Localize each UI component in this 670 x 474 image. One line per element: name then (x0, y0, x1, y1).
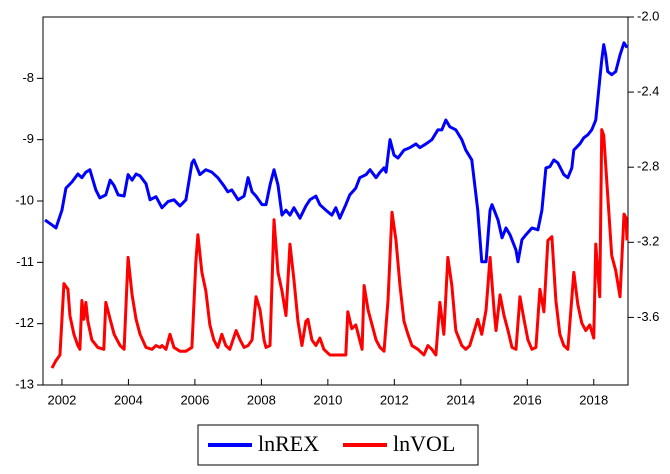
y2-tick-label: -3.2 (637, 234, 659, 249)
plot-frame (42, 16, 629, 386)
legend: lnREX lnVOL (197, 424, 479, 466)
y-tick-label: -11 (16, 254, 34, 269)
y-tick-label: -9 (22, 131, 34, 146)
y-tick-label: -13 (15, 376, 34, 391)
y2-tick-label: -2.4 (637, 84, 659, 99)
x-tick-label: 2016 (513, 392, 542, 407)
legend-label: lnVOL (393, 431, 455, 456)
y2-tick-label: -2.0 (637, 8, 659, 23)
y-tick-label: -8 (22, 70, 34, 85)
x-tick-label: 2002 (47, 392, 76, 407)
x-tick-label: 2006 (180, 392, 209, 407)
y-tick-label: -10 (15, 192, 34, 207)
series-line (44, 41, 629, 264)
legend-label: lnREX (258, 431, 319, 456)
x-tick-label: 2008 (247, 392, 276, 407)
x-tick-label: 2012 (380, 392, 409, 407)
x-tick-label: 2018 (579, 392, 608, 407)
y2-tick-label: -2.8 (637, 159, 659, 174)
x-tick-label: 2014 (446, 392, 475, 407)
y2-tick-label: -3.6 (637, 309, 659, 324)
x-tick-label: 2010 (313, 392, 342, 407)
series-line (50, 128, 629, 369)
y-tick-label: -12 (15, 315, 34, 330)
x-tick-label: 2004 (114, 392, 143, 407)
